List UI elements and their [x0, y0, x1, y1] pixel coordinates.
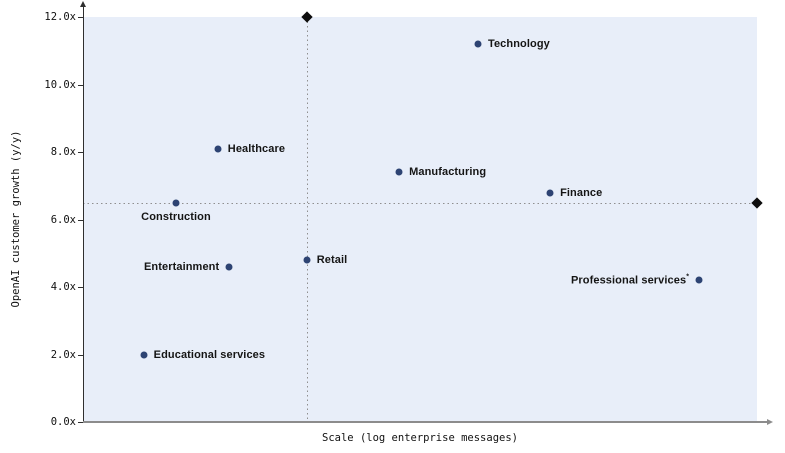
point-label-healthcare: Healthcare — [227, 142, 286, 155]
vertical-reference-line — [306, 17, 308, 422]
y-tick-label: 12.0x — [44, 11, 76, 23]
scatter-point-educational-services — [140, 351, 148, 358]
point-label-finance: Finance — [560, 186, 603, 199]
scatter-point-entertainment — [225, 263, 233, 271]
scatter-point-construction — [172, 199, 180, 207]
y-tick-label: 6.0x — [50, 213, 76, 226]
y-axis-arrow-icon — [80, 1, 86, 7]
scatter-point-manufacturing — [395, 168, 403, 176]
x-axis-title: Scale (log enterprise messages) — [322, 432, 518, 444]
y-tick-label: 10.0x — [44, 78, 76, 91]
y-tick-label: 4.0x — [50, 281, 76, 293]
point-label-technology: Technology — [487, 38, 550, 50]
y-tick-label: 2.0x — [50, 348, 76, 361]
scatter-point-retail — [303, 256, 311, 264]
y-tick-label: 8.0x — [50, 146, 76, 158]
y-tick-mark — [78, 287, 83, 288]
y-axis-line — [83, 6, 84, 422]
x-axis-arrow-icon — [767, 418, 773, 425]
y-tick-label: 0.0x — [50, 416, 76, 428]
horizontal-reference-line — [83, 202, 757, 204]
scatter-point-finance — [546, 189, 554, 196]
x-axis-line — [83, 421, 768, 423]
y-tick-mark — [78, 152, 83, 153]
point-label-construction: Construction — [141, 210, 211, 223]
plot-area — [83, 17, 757, 422]
point-label-retail: Retail — [316, 254, 348, 266]
y-tick-mark — [78, 84, 83, 86]
y-tick-mark — [78, 354, 83, 356]
scatter-point-professional-services — [695, 276, 703, 284]
point-label-educational-services: Educational services — [153, 348, 266, 361]
y-tick-mark — [78, 219, 83, 221]
y-axis-title: OpenAI customer growth (y/y) — [10, 130, 22, 308]
scatter-point-healthcare — [214, 145, 222, 153]
scatter-point-technology — [474, 40, 482, 48]
point-label-professional-services: Professional services* — [570, 273, 690, 287]
y-tick-mark — [78, 17, 83, 18]
y-tick-mark — [78, 422, 83, 423]
point-label-manufacturing: Manufacturing — [409, 166, 487, 179]
point-label-entertainment: Entertainment — [143, 260, 220, 273]
